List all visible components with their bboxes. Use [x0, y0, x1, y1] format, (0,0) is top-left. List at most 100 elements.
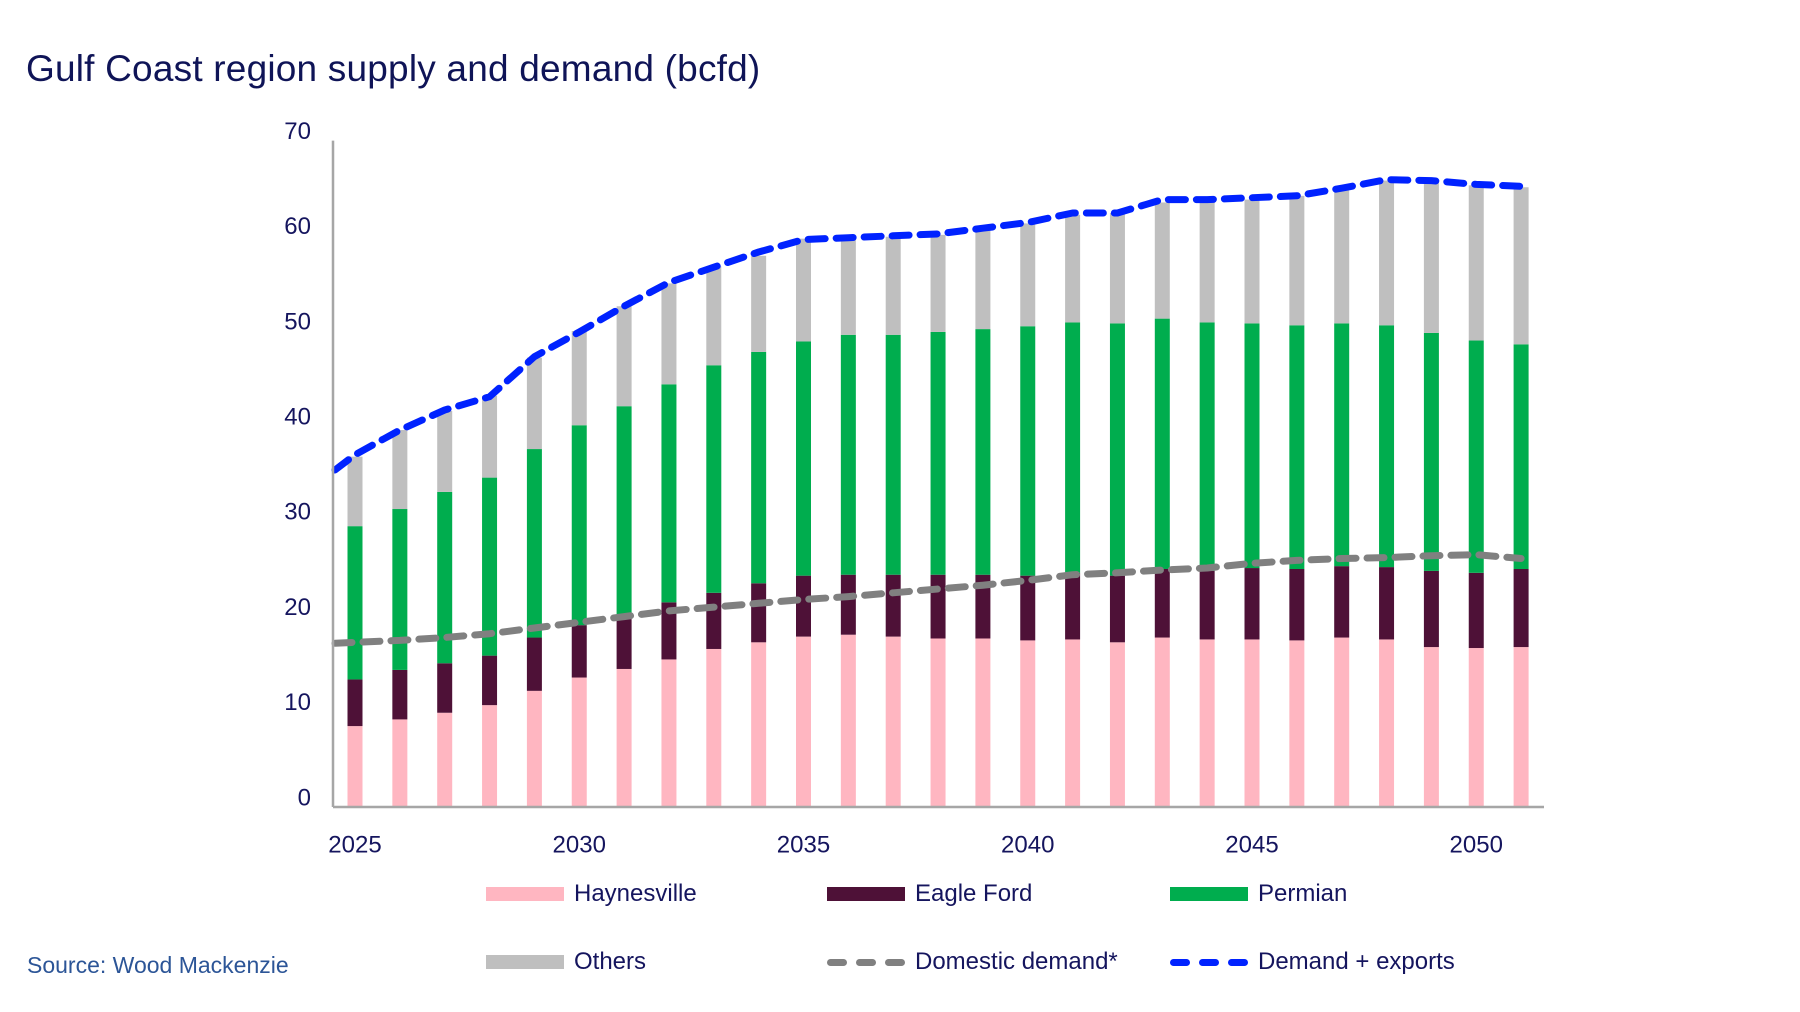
- bar-series-group: [347, 180, 1529, 807]
- bar-eagle-ford-2025: [347, 679, 363, 727]
- y-tick-label: 0: [298, 784, 311, 811]
- bar-haynesville-2027: [437, 712, 453, 807]
- bar-others-2034: [751, 255, 767, 352]
- haynesville-swatch: [486, 887, 564, 901]
- bar-permian-2040: [1020, 326, 1036, 576]
- legend-item-haynesville[interactable]: Haynesville: [486, 879, 697, 909]
- bar-permian-2049: [1423, 332, 1439, 571]
- legend-label: Demand + exports: [1258, 948, 1455, 975]
- bar-eagle-ford-2046: [1289, 569, 1305, 641]
- bar-permian-2025: [347, 526, 363, 680]
- bar-others-2029: [526, 357, 542, 450]
- bar-eagle-ford-2028: [482, 655, 498, 706]
- bar-eagle-ford-2051: [1513, 569, 1529, 648]
- bar-permian-2030: [571, 425, 587, 626]
- bar-others-2045: [1244, 199, 1260, 324]
- legend-item-demand-exports[interactable]: Demand + exports: [1170, 947, 1455, 977]
- bar-permian-2034: [751, 351, 767, 584]
- x-tick-label: 2030: [553, 831, 606, 858]
- bar-eagle-ford-2050: [1468, 572, 1484, 649]
- bar-eagle-ford-2044: [1199, 570, 1215, 640]
- bar-eagle-ford-2038: [930, 574, 946, 639]
- bar-eagle-ford-2041: [1065, 572, 1081, 640]
- bar-eagle-ford-2043: [1154, 569, 1170, 638]
- bar-permian-2033: [706, 365, 722, 593]
- bar-eagle-ford-2042: [1109, 575, 1125, 643]
- bar-others-2025: [347, 456, 363, 527]
- bar-others-2040: [1020, 223, 1036, 327]
- bar-permian-2027: [437, 491, 453, 664]
- eagle-ford-swatch: [827, 887, 905, 901]
- x-tick-label: 2045: [1225, 831, 1278, 858]
- bar-eagle-ford-2035: [796, 575, 811, 637]
- chart-title: Gulf Coast region supply and demand (bcf…: [26, 48, 761, 89]
- bar-haynesville-2043: [1154, 637, 1170, 807]
- x-tick-label: 2025: [328, 831, 381, 858]
- bar-others-2049: [1423, 181, 1439, 333]
- bar-eagle-ford-2037: [885, 574, 901, 637]
- bar-others-2041: [1065, 214, 1081, 323]
- bar-eagle-ford-2039: [975, 574, 991, 639]
- bar-eagle-ford-2034: [751, 583, 767, 643]
- bar-others-2043: [1154, 202, 1170, 319]
- bar-permian-2048: [1379, 325, 1395, 568]
- bar-eagle-ford-2040: [1020, 575, 1036, 641]
- bar-others-2047: [1334, 188, 1350, 324]
- bar-haynesville-2026: [392, 719, 408, 807]
- bar-haynesville-2051: [1513, 647, 1529, 807]
- bar-permian-2041: [1065, 322, 1081, 573]
- bar-others-2048: [1379, 180, 1395, 326]
- bar-others-2046: [1289, 195, 1305, 326]
- legend-item-eagle-ford[interactable]: Eagle Ford: [827, 879, 1032, 909]
- line-demand-exports: [331, 176, 1525, 474]
- legend-item-others[interactable]: Others: [486, 947, 646, 977]
- bar-others-2027: [437, 410, 453, 492]
- bar-others-2028: [482, 395, 498, 478]
- line-domestic-demand: [331, 551, 1525, 647]
- bar-permian-2035: [796, 341, 811, 576]
- axes-group: [331, 140, 1544, 809]
- bar-others-2035: [796, 238, 811, 342]
- bar-permian-2032: [661, 384, 677, 603]
- others-swatch: [486, 955, 564, 969]
- bar-others-2044: [1199, 201, 1215, 323]
- bar-others-2032: [661, 283, 677, 385]
- y-tick-label: 20: [284, 594, 311, 621]
- permian-swatch: [1170, 887, 1248, 901]
- bar-eagle-ford-2048: [1379, 567, 1395, 640]
- bar-permian-2051: [1513, 344, 1529, 569]
- bar-permian-2037: [885, 334, 901, 575]
- bar-haynesville-2042: [1109, 642, 1125, 807]
- bar-haynesville-2033: [706, 648, 722, 807]
- bar-eagle-ford-2029: [526, 637, 542, 691]
- x-tick-label: 2050: [1450, 831, 1503, 858]
- bar-eagle-ford-2026: [392, 669, 408, 720]
- bar-haynesville-2035: [796, 636, 811, 807]
- y-tick-label: 50: [284, 308, 311, 335]
- legend-item-permian[interactable]: Permian: [1170, 879, 1347, 909]
- bar-haynesville-2028: [482, 705, 498, 807]
- bar-haynesville-2031: [616, 668, 632, 807]
- y-tick-label: 30: [284, 499, 311, 526]
- bar-others-2039: [975, 230, 991, 330]
- bar-haynesville-2046: [1289, 640, 1305, 807]
- line-series-group: [331, 176, 1525, 647]
- bar-haynesville-2045: [1244, 639, 1260, 807]
- bar-others-2042: [1109, 212, 1125, 324]
- bar-permian-2045: [1244, 323, 1260, 569]
- bar-others-2026: [392, 430, 408, 510]
- bar-permian-2046: [1289, 325, 1305, 569]
- legend-item-domestic-demand[interactable]: Domestic demand*: [827, 947, 1118, 977]
- bar-others-2030: [571, 331, 587, 426]
- bar-eagle-ford-2030: [571, 625, 587, 678]
- bar-haynesville-2030: [571, 677, 587, 807]
- bar-permian-2042: [1109, 323, 1125, 576]
- bar-eagle-ford-2047: [1334, 566, 1350, 638]
- bar-haynesville-2037: [885, 636, 901, 807]
- y-tick-labels: 0 10 20 30 40 50 60 70: [284, 118, 311, 811]
- bar-permian-2029: [526, 449, 542, 638]
- bar-permian-2039: [975, 329, 991, 575]
- bar-others-2031: [616, 306, 632, 407]
- y-tick-label: 10: [284, 689, 311, 716]
